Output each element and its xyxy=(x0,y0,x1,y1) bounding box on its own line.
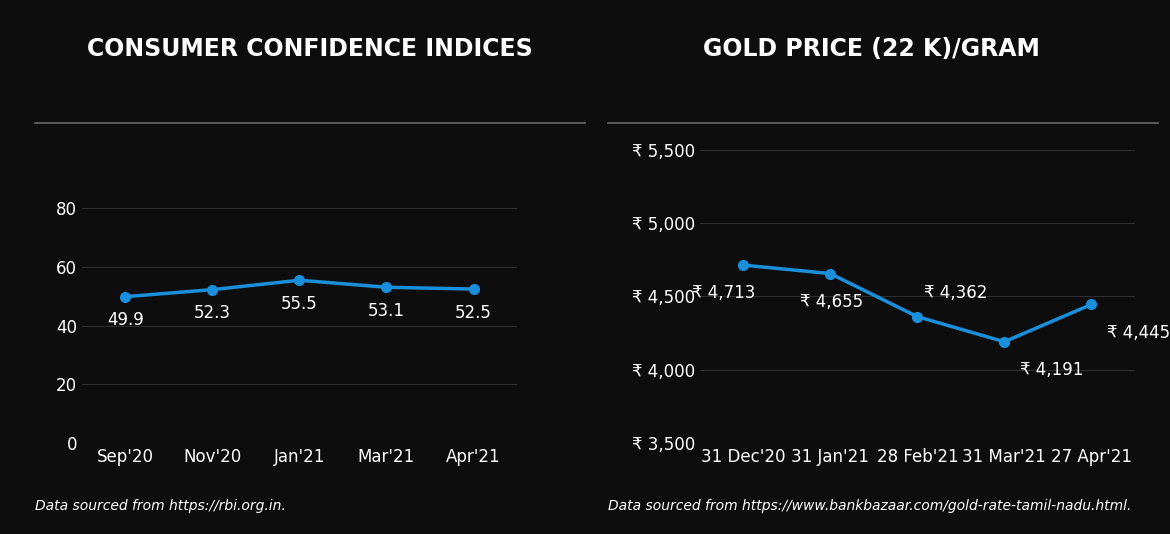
Text: 52.5: 52.5 xyxy=(455,304,491,321)
Text: 55.5: 55.5 xyxy=(281,295,318,313)
Text: CONSUMER CONFIDENCE INDICES: CONSUMER CONFIDENCE INDICES xyxy=(88,37,532,61)
Text: ₹ 4,713: ₹ 4,713 xyxy=(693,284,756,302)
Text: 49.9: 49.9 xyxy=(106,311,144,329)
Text: GOLD PRICE (22 K)/GRAM: GOLD PRICE (22 K)/GRAM xyxy=(703,37,1040,61)
Text: ₹ 4,445: ₹ 4,445 xyxy=(1107,324,1170,342)
Text: ₹ 4,655: ₹ 4,655 xyxy=(800,293,863,311)
Text: Data sourced from https://rbi.org.in.: Data sourced from https://rbi.org.in. xyxy=(35,499,285,513)
Text: 52.3: 52.3 xyxy=(194,304,230,323)
Text: ₹ 4,191: ₹ 4,191 xyxy=(1020,361,1083,379)
Text: ₹ 4,362: ₹ 4,362 xyxy=(924,284,987,302)
Text: 53.1: 53.1 xyxy=(369,302,405,320)
Text: Data sourced from https://www.bankbazaar.com/gold-rate-tamil-nadu.html.: Data sourced from https://www.bankbazaar… xyxy=(608,499,1131,513)
